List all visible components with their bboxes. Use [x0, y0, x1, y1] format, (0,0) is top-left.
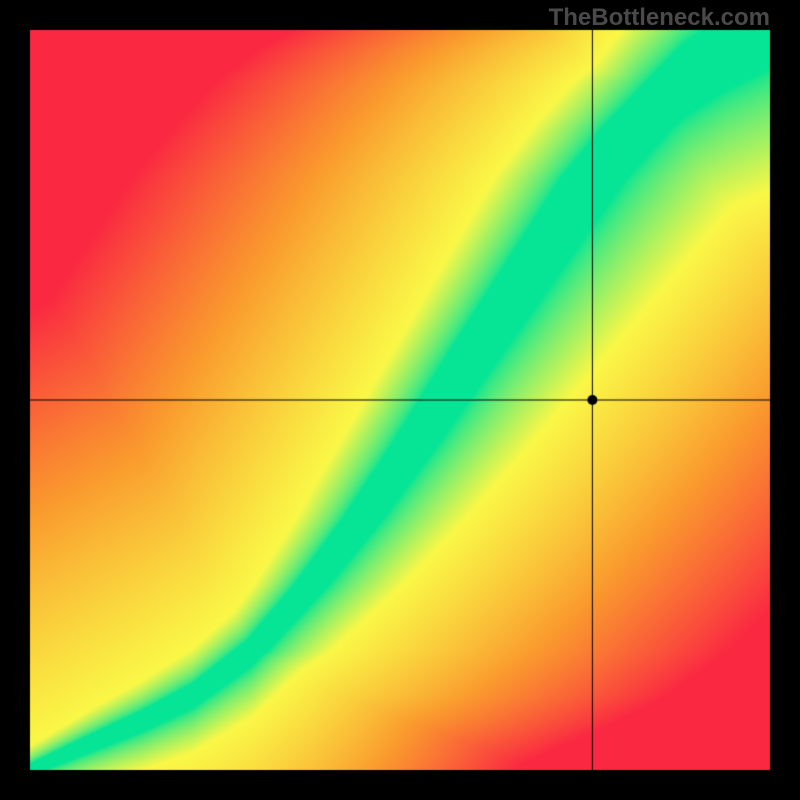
- chart-container: TheBottleneck.com: [0, 0, 800, 800]
- watermark-text: TheBottleneck.com: [549, 4, 770, 32]
- bottleneck-heatmap: [0, 0, 800, 800]
